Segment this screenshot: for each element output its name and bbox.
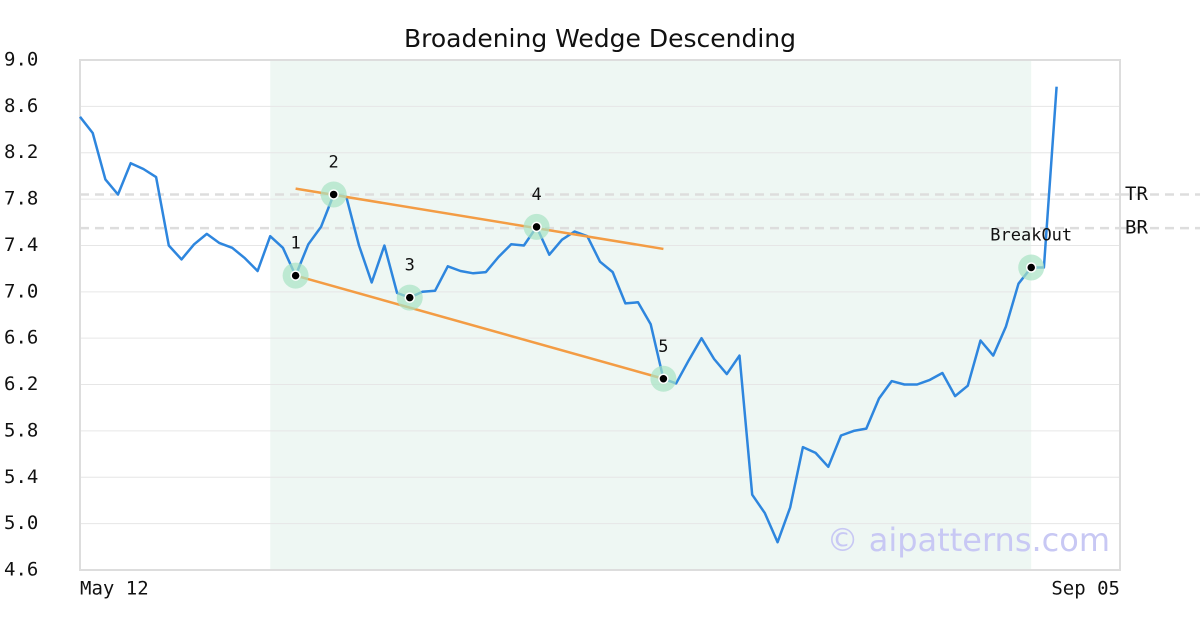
x-tick-label: Sep 05	[1051, 578, 1120, 600]
point-label: BreakOut	[990, 225, 1072, 245]
y-tick-label: 9.0	[4, 49, 38, 71]
y-tick-label: 5.4	[4, 466, 38, 488]
point-label: 1	[290, 234, 300, 254]
price-line	[79, 86, 1058, 544]
plot-frame	[79, 59, 1121, 571]
y-tick-label: 8.2	[4, 141, 38, 163]
point-label: 4	[531, 185, 541, 205]
trendline	[295, 274, 664, 380]
pattern-point	[328, 189, 339, 200]
pattern-point	[658, 373, 669, 384]
plot-under	[80, 59, 1120, 571]
y-tick-label: 7.8	[4, 188, 38, 210]
y-tick-label: 6.6	[4, 327, 38, 349]
y-tick-label: 5.8	[4, 419, 38, 441]
y-tick-label: 5.0	[4, 512, 38, 534]
pattern-point	[404, 292, 416, 303]
y-tick-label: 8.6	[4, 95, 38, 117]
y-tick-label: 7.0	[4, 280, 38, 302]
y-tick-label: 6.2	[4, 373, 38, 395]
trendline	[295, 187, 664, 251]
y-tick-label: 7.4	[4, 234, 38, 256]
x-tick-label: May 12	[80, 578, 149, 600]
point-label: 2	[329, 152, 339, 172]
chart-title: Broadening Wedge Descending	[404, 24, 796, 53]
point-label: 3	[405, 256, 415, 276]
watermark: © aipatterns.com	[827, 521, 1110, 559]
point-label: 5	[658, 337, 668, 357]
y-tick-label: 4.6	[4, 559, 38, 581]
pattern-point	[1025, 262, 1037, 273]
level-label: TR	[1125, 183, 1148, 205]
pattern-region	[270, 60, 1032, 570]
pattern-point	[531, 221, 542, 233]
level-label: BR	[1125, 217, 1148, 239]
pattern-point	[290, 270, 301, 281]
